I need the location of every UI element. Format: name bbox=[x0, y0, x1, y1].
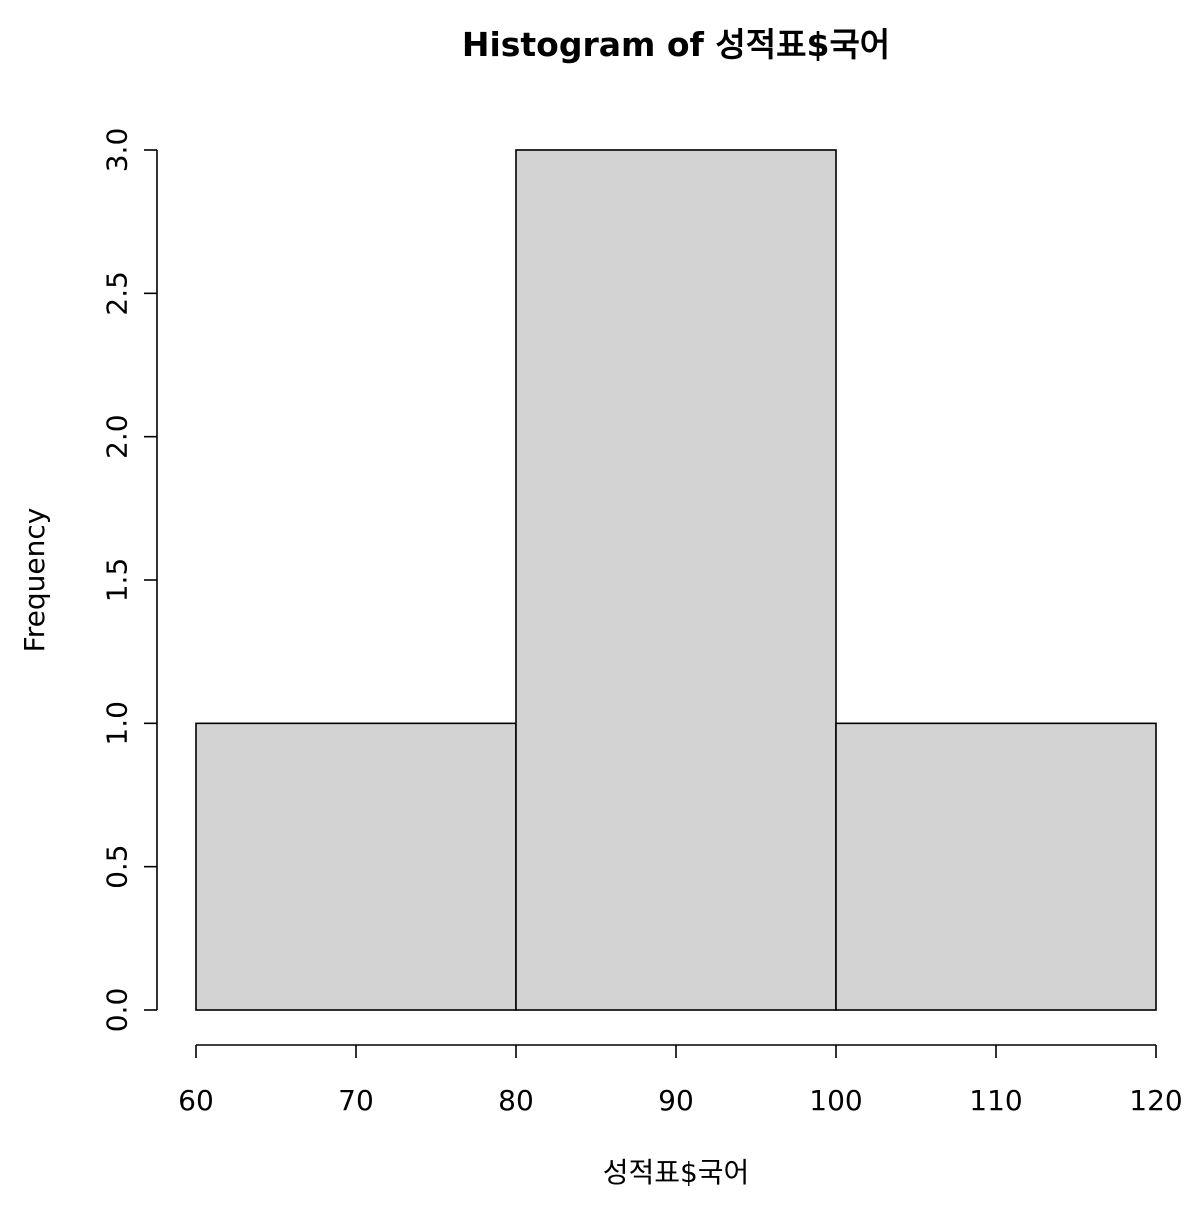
y-tick-label: 0.5 bbox=[101, 844, 134, 889]
y-tick-label: 2.5 bbox=[101, 271, 134, 316]
histogram-bar-2 bbox=[515, 149, 837, 1011]
y-tick-label: 0.0 bbox=[101, 988, 134, 1033]
y-tick-label: 1.5 bbox=[101, 558, 134, 603]
y-tick-label: 1.0 bbox=[101, 701, 134, 746]
y-axis-label: Frequency bbox=[18, 508, 51, 653]
histogram-bar-1 bbox=[195, 722, 517, 1011]
x-tick-label: 120 bbox=[1129, 1084, 1182, 1117]
histogram-bar-3 bbox=[835, 722, 1157, 1011]
bars-group bbox=[195, 149, 1157, 1011]
y-tick-label: 3.0 bbox=[101, 128, 134, 173]
x-tick-label: 110 bbox=[969, 1084, 1022, 1117]
chart-title: Histogram of 성적표$국어 bbox=[462, 25, 890, 64]
y-tick-label: 2.0 bbox=[101, 414, 134, 459]
x-tick-label: 90 bbox=[658, 1084, 694, 1117]
x-axis-label: 성적표$국어 bbox=[603, 1156, 750, 1189]
x-axis: 60 70 80 90 100 110 120 bbox=[178, 1044, 1183, 1117]
x-tick-label: 100 bbox=[809, 1084, 862, 1117]
x-tick-label: 70 bbox=[338, 1084, 374, 1117]
x-tick-label: 80 bbox=[498, 1084, 534, 1117]
x-tick-label: 60 bbox=[178, 1084, 214, 1117]
y-axis: 0.0 0.5 1.0 1.5 2.0 2.5 3.0 bbox=[101, 128, 158, 1033]
